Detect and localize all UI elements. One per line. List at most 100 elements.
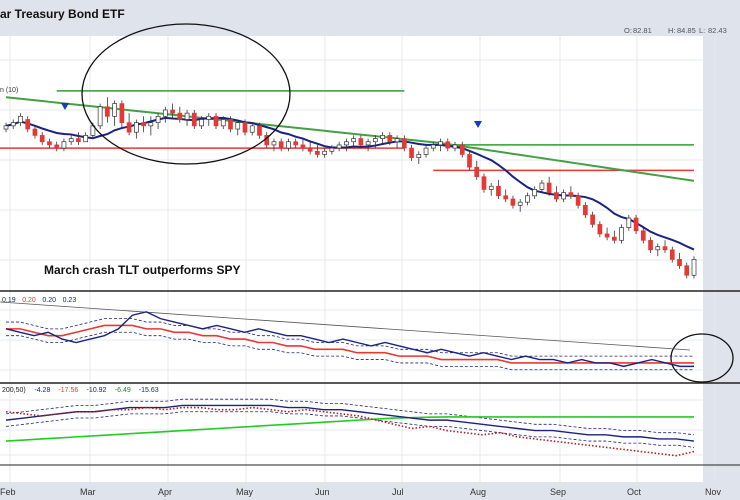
candle-body [134, 122, 139, 133]
candle-body [286, 141, 291, 149]
candle-body [546, 182, 552, 193]
panel2-lines [0, 301, 694, 371]
candle-body [365, 141, 371, 146]
candle-body [423, 147, 429, 155]
candle-body [39, 135, 45, 143]
panel3-legend-value: -6.49 [115, 387, 131, 394]
candle-body [662, 246, 668, 251]
candle-body [517, 201, 523, 206]
panel2-legend-value: 0.23 [63, 297, 77, 304]
sell-signal-marker-1 [61, 103, 69, 110]
panel2-band-lower [6, 331, 694, 371]
candle-body [184, 112, 190, 120]
time-axis-label: Sep [550, 487, 566, 497]
candle-body [452, 144, 458, 149]
time-axis-label: Apr [158, 487, 172, 497]
candle-body [409, 147, 414, 158]
gridlines [0, 36, 716, 482]
panel3-red-dotted-line [5, 406, 695, 457]
candle-body [351, 138, 356, 143]
time-axis: Feb Mar Apr May Jun Jul Aug Sep Oct Nov [0, 487, 722, 497]
time-axis-label: Oct [627, 487, 642, 497]
candle-body [459, 144, 465, 155]
candle-body [568, 192, 574, 197]
candle-body [401, 138, 407, 149]
candle-body [481, 176, 487, 190]
candle-body [633, 217, 639, 232]
candle-body [640, 230, 646, 241]
candle-body [387, 135, 393, 143]
ohlc-low-value: 82.43 [708, 26, 727, 35]
candle-body [105, 106, 110, 117]
candle-body [112, 103, 117, 117]
candle-body [358, 138, 364, 146]
candle-body [191, 112, 197, 127]
candle-body [430, 144, 436, 149]
candle-body [648, 239, 653, 251]
candle-body [293, 141, 299, 146]
candle-body [467, 154, 472, 168]
candle-body [604, 233, 610, 238]
panel3-blue-line [5, 404, 695, 442]
candle-body [76, 138, 81, 143]
panel2-band-upper [6, 318, 694, 357]
candle-body [372, 138, 378, 143]
panel2-legend-value: 0.20 [22, 297, 36, 304]
panel3-band-lower [5, 411, 695, 448]
ohlc-low-label: L: [699, 26, 705, 35]
candle-body [474, 166, 480, 178]
candle-body [257, 125, 262, 136]
price-axis-area [703, 36, 740, 482]
candle-body [322, 150, 328, 155]
candle-body [503, 195, 509, 200]
candle-body [488, 185, 494, 190]
candle-body [141, 122, 146, 127]
panel3-legend-value: -15.63 [139, 387, 159, 394]
candle-body [344, 141, 349, 146]
candle-body [68, 138, 74, 143]
candle-body [249, 125, 255, 133]
candle-body [496, 185, 501, 197]
time-axis-label: Jun [315, 487, 330, 497]
ohlc-readout: O: 82.81 H: 84.85 L: 82.43 [624, 26, 727, 35]
candle-body [336, 144, 342, 149]
panel3-legend-value: -17.56 [58, 387, 78, 394]
ma-label: n (10) [0, 87, 18, 94]
candle-body [18, 115, 23, 124]
candle-body [583, 204, 588, 216]
candle-body [206, 115, 212, 120]
candle-body [177, 112, 183, 120]
candlesticks [3, 97, 697, 279]
candle-body [669, 249, 675, 260]
panel2-trend-line [0, 301, 691, 351]
candle-body [3, 125, 9, 130]
candle-body [525, 195, 530, 203]
ohlc-open-label: O: [624, 26, 632, 35]
panel2-legend-value: 0.19 [2, 297, 16, 304]
candle-body [691, 259, 697, 276]
panel3-legend-value: -4.28 [34, 387, 50, 394]
candle-body [271, 141, 277, 146]
candle-body [611, 236, 617, 241]
candle-body [554, 192, 559, 200]
candle-body [10, 122, 16, 127]
candle-body [170, 109, 175, 114]
panel2-blue-line [5, 311, 694, 368]
panel3-legend: 200,50) -4.28 -17.56 -10.92 -6.49 -15.63 [2, 387, 159, 394]
candle-body [655, 246, 661, 251]
candle-body [148, 122, 154, 127]
time-axis-bar [0, 482, 740, 500]
candle-body [32, 128, 38, 136]
highlight-circle-ratio [670, 333, 734, 383]
candle-body [510, 198, 516, 206]
time-axis-label: Mar [80, 487, 96, 497]
panel3-green-line [5, 416, 694, 442]
candle-body [677, 259, 682, 267]
ohlc-open-value: 82.81 [633, 26, 652, 35]
candle-body [416, 154, 422, 158]
panel2-red-line [6, 324, 694, 364]
time-axis-label: May [236, 487, 254, 497]
candle-body [54, 144, 60, 149]
ohlc-high-value: 84.85 [677, 26, 696, 35]
